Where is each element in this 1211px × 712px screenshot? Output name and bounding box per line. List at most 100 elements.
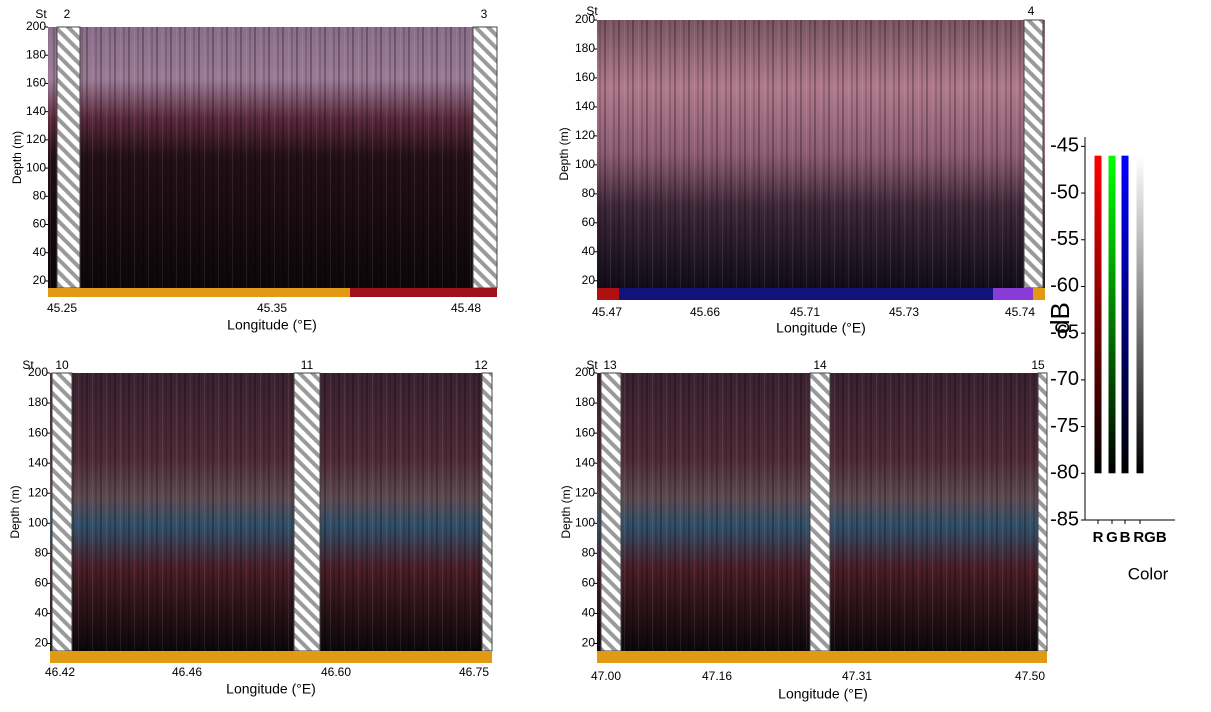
y-tick-label: 60 [35, 576, 49, 590]
track-segment [597, 288, 619, 300]
station-number: 2 [64, 7, 71, 21]
y-tick-label: 40 [33, 245, 47, 259]
y-tick-label: 20 [35, 636, 49, 650]
station-label: St [586, 4, 598, 18]
track-segment [619, 288, 993, 300]
y-tick-label: -65 [1050, 321, 1079, 343]
y-tick-label: 120 [26, 132, 46, 146]
track-segment [993, 288, 1033, 300]
echogram-texture [48, 27, 497, 288]
y-tick-label: 20 [33, 273, 47, 287]
station-gap [293, 372, 321, 652]
x-tick-label: 45.47 [592, 305, 622, 319]
station-gap [56, 26, 81, 289]
station-gap [809, 372, 831, 652]
y-tick-label: 140 [26, 104, 46, 118]
y-axis-label: Depth (m) [8, 485, 22, 538]
x-axis-label: Longitude (°E) [227, 317, 317, 333]
echogram-texture [50, 373, 492, 651]
x-axis-label: Longitude (°E) [226, 681, 316, 697]
station-number: 11 [301, 358, 314, 372]
y-tick-label: -85 [1050, 508, 1079, 530]
x-axis-label: Color [1128, 564, 1169, 583]
y-tick-label: 60 [582, 576, 596, 590]
y-axis-label: Depth (m) [557, 127, 571, 180]
x-tick-label: 45.73 [889, 305, 919, 319]
y-tick-label: 180 [575, 395, 595, 409]
y-tick-label: -75 [1050, 415, 1079, 437]
y-tick-label: 180 [28, 395, 48, 409]
x-tick-label: 46.42 [45, 665, 75, 679]
y-tick-label: -60 [1050, 275, 1079, 297]
y-tick-label: -45 [1050, 135, 1079, 157]
y-tick-label: 100 [26, 160, 46, 174]
y-tick-label: 80 [582, 186, 596, 200]
y-tick-label: 80 [33, 188, 47, 202]
x-tick-label: 45.74 [1005, 305, 1035, 319]
station-number: 15 [1031, 358, 1045, 372]
x-tick-label: 45.66 [690, 305, 720, 319]
track-segment [597, 651, 1047, 663]
y-tick-label: 40 [582, 244, 596, 258]
station-label: St [586, 358, 598, 372]
y-tick-label: -70 [1050, 368, 1079, 390]
station-number: 13 [603, 358, 617, 372]
x-tick-label: B [1120, 529, 1131, 546]
y-tick-label: 120 [28, 485, 48, 499]
x-tick-label: R [1093, 529, 1104, 546]
x-tick-label: RGB [1133, 529, 1167, 546]
x-axis-label: Longitude (°E) [778, 686, 868, 702]
y-tick-label: 80 [35, 545, 49, 559]
x-axis-label: Longitude (°E) [776, 320, 866, 336]
color-bar [1121, 155, 1129, 474]
y-tick-label: 200 [26, 19, 46, 33]
x-tick-label: 47.16 [702, 669, 732, 683]
y-tick-label: 100 [28, 515, 48, 529]
y-tick-label: 160 [575, 425, 595, 439]
y-tick-label: 200 [575, 12, 595, 26]
station-number: 4 [1028, 4, 1035, 18]
track-segment [350, 288, 497, 297]
y-axis-label: Depth (m) [559, 485, 573, 538]
station-number: 14 [813, 358, 827, 372]
station-gap [472, 26, 498, 289]
y-tick-label: 160 [26, 76, 46, 90]
track-segment [48, 288, 350, 297]
y-tick-label: 100 [575, 157, 595, 171]
station-gap [600, 372, 622, 652]
x-tick-label: 47.31 [842, 669, 872, 683]
y-tick-label: 80 [582, 545, 596, 559]
y-tick-label: 60 [33, 217, 47, 231]
y-tick-label: 140 [575, 99, 595, 113]
color-bar [1136, 155, 1144, 474]
y-tick-label: 160 [28, 425, 48, 439]
station-gap [1037, 372, 1048, 652]
x-tick-label: 45.25 [47, 301, 77, 315]
x-tick-label: G [1106, 529, 1118, 546]
track-segment [1033, 288, 1045, 300]
y-tick-label: -80 [1050, 462, 1079, 484]
x-tick-label: 47.00 [591, 669, 621, 683]
echogram-texture [597, 20, 1045, 288]
station-number: 10 [55, 358, 69, 372]
color-bar [1108, 155, 1116, 474]
y-tick-label: 120 [575, 128, 595, 142]
station-label: St [35, 7, 47, 21]
y-tick-label: 140 [28, 455, 48, 469]
station-number: 12 [474, 358, 488, 372]
x-tick-label: 45.48 [451, 301, 481, 315]
y-tick-label: 180 [575, 41, 595, 55]
y-tick-label: 60 [582, 215, 596, 229]
y-tick-label: 200 [575, 365, 595, 379]
y-tick-label: 100 [575, 515, 595, 529]
station-number: 3 [481, 7, 488, 21]
x-tick-label: 45.71 [790, 305, 820, 319]
track-segment [50, 651, 492, 663]
y-tick-label: -50 [1050, 181, 1079, 203]
station-gap [481, 372, 493, 652]
y-tick-label: 40 [35, 606, 49, 620]
y-tick-label: 40 [582, 606, 596, 620]
station-gap [1023, 19, 1044, 289]
y-axis-label: Depth (m) [10, 131, 24, 184]
